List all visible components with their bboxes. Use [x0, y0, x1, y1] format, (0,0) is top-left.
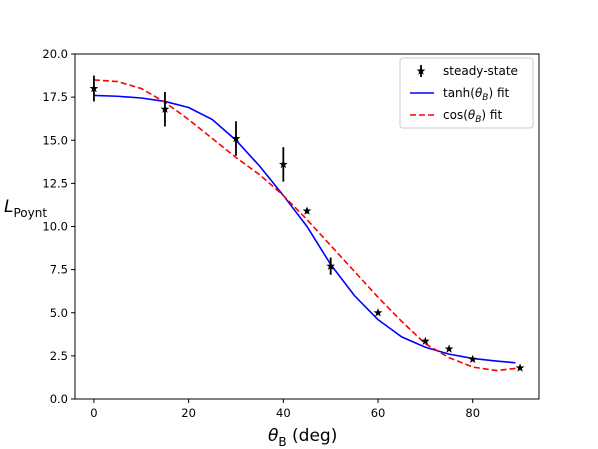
data-point	[468, 354, 478, 364]
y-tick-label: 20.0	[42, 47, 68, 61]
data-point	[420, 336, 430, 345]
y-tick-label: 17.5	[42, 90, 68, 104]
data-point	[160, 104, 170, 113]
x-axis-label: θB (deg)	[268, 426, 337, 449]
data-point	[373, 308, 383, 317]
y-tick-label: 5.0	[50, 306, 68, 320]
y-axis-label: LPoynt	[4, 197, 47, 220]
x-tick-label: 20	[181, 406, 196, 420]
x-tick-label: 40	[276, 406, 291, 420]
data-point	[302, 206, 312, 215]
plot-area	[89, 75, 525, 372]
data-point	[231, 133, 241, 143]
legend-swatch-marker	[416, 66, 426, 75]
y-tick-label: 15.0	[42, 133, 68, 147]
legend-label: steady-state	[443, 64, 518, 78]
y-tick-label: 2.5	[50, 349, 68, 363]
y-tick-label: 10.0	[42, 220, 68, 234]
y-tick-label: 0.0	[50, 392, 68, 406]
legend-label: cos(θB) fit	[443, 108, 502, 125]
x-tick-label: 0	[90, 406, 97, 420]
data-point	[278, 159, 288, 169]
data-point	[515, 363, 525, 372]
legend: steady-state tanh(θB) fit cos(θB) fit	[399, 57, 534, 129]
legend-label: tanh(θB) fit	[443, 86, 510, 103]
legend-box	[399, 57, 534, 129]
data-point	[444, 344, 454, 353]
data-point	[89, 83, 99, 93]
series-line-0	[93, 94, 516, 364]
y-tick-label: 12.5	[42, 176, 68, 190]
data-point	[326, 261, 336, 270]
x-tick-label: 80	[465, 406, 480, 420]
y-tick-label: 7.5	[50, 263, 68, 277]
axes: 0 20 40 60 80 0.0 2.5 5.0 7.5 10.0 12.5 15.0 17.5 20.…	[42, 47, 540, 420]
x-tick-label: 60	[371, 406, 386, 420]
